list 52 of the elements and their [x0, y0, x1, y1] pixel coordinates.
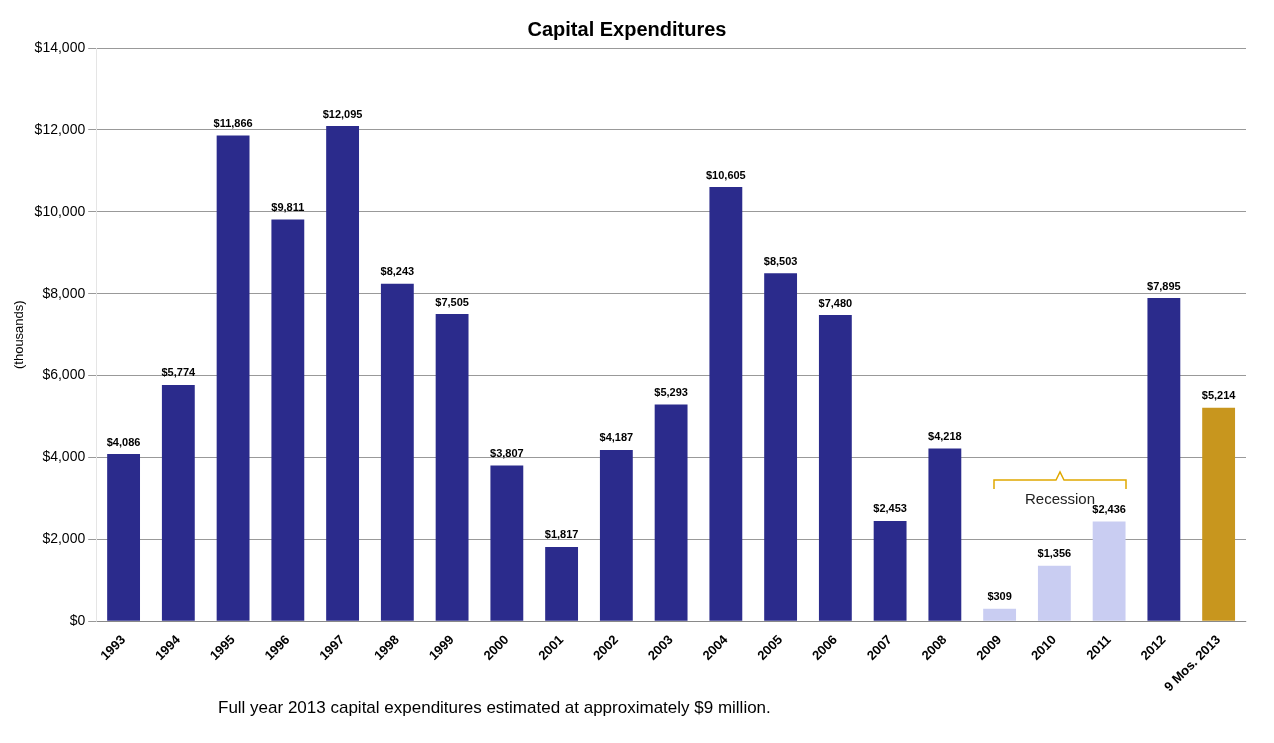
data-label: $5,214 — [1201, 389, 1237, 402]
data-label: $7,895 — [1147, 279, 1181, 292]
y-tick-label: $2,000 — [42, 530, 86, 547]
data-label: $1,817 — [544, 528, 579, 541]
y-tick-label: $8,000 — [42, 284, 86, 301]
bar — [216, 135, 250, 621]
y-tick-label: $14,000 — [34, 38, 86, 55]
bar — [1147, 298, 1181, 621]
bar — [709, 187, 743, 621]
bar — [764, 273, 798, 621]
bar — [435, 314, 469, 621]
data-label: $5,293 — [654, 386, 688, 399]
bar — [818, 315, 852, 621]
data-label: $309 — [987, 590, 1012, 603]
bar — [928, 448, 962, 621]
data-label: $12,095 — [322, 107, 363, 120]
data-label: $10,605 — [705, 168, 746, 181]
data-label: $4,086 — [106, 435, 141, 448]
bar — [873, 520, 907, 621]
data-label: $7,505 — [435, 295, 469, 308]
chart-title: Capital Expenditures — [527, 17, 727, 40]
y-tick-label: $10,000 — [34, 202, 86, 219]
data-label: $11,866 — [213, 116, 253, 129]
bar — [654, 404, 688, 621]
bar — [326, 126, 360, 621]
data-label: $1,356 — [1037, 547, 1072, 560]
bar — [380, 283, 414, 621]
bar — [490, 465, 524, 621]
y-tick-label: $6,000 — [42, 366, 86, 383]
data-label: $9,811 — [271, 201, 305, 214]
y-axis-title: (thousands) — [11, 300, 27, 370]
bar — [1202, 407, 1236, 621]
data-label: $7,480 — [818, 296, 853, 309]
bar — [161, 384, 195, 621]
bar — [983, 608, 1017, 621]
bar — [271, 219, 305, 621]
bar — [1092, 521, 1126, 621]
y-tick-label: $0 — [69, 612, 86, 629]
data-label: $4,187 — [599, 431, 634, 444]
y-tick-label: $12,000 — [34, 120, 86, 137]
data-label: $4,218 — [928, 430, 962, 443]
bar — [1037, 565, 1071, 621]
data-label: $5,774 — [161, 366, 197, 379]
y-tick-label: $4,000 — [42, 448, 86, 465]
data-label: $3,807 — [490, 446, 524, 459]
text: Full year 2013 capital expenditures estimated at approximately $9 million. — [217, 698, 772, 718]
data-label: $2,453 — [873, 502, 907, 515]
bar — [545, 546, 579, 621]
bar — [599, 449, 633, 621]
data-label: $8,243 — [380, 265, 415, 278]
bar — [107, 454, 141, 621]
data-label: $8,503 — [763, 254, 798, 267]
